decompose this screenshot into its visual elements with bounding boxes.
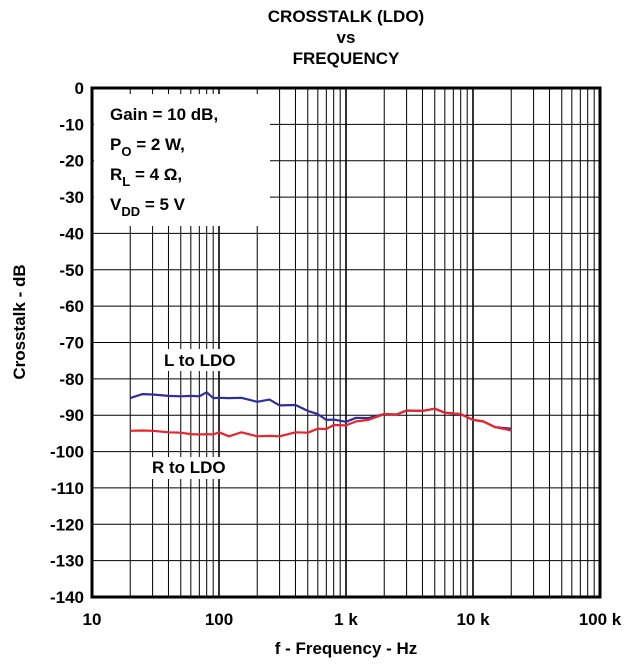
conditions-annotation: Gain = 10 dB, PO = 2 W, RL = 4 Ω, VDD = 5 V: [110, 105, 218, 219]
y-axis-label: Crosstalk - dB: [10, 264, 29, 379]
series-label-r-to-ldo: R to LDO: [152, 458, 226, 477]
y-tick-label: -80: [59, 370, 84, 389]
chart-title-line-3: FREQUENCY: [293, 49, 400, 68]
series-line-l-to-ldo: [129, 391, 512, 430]
y-tick-labels: 0 -10 -20 -30 -40 -50 -60 -70 -80 -90 -100 -110 -120…: [50, 79, 84, 607]
condition-line: RL = 4 Ω,: [110, 165, 182, 189]
y-tick-label: -30: [59, 188, 84, 207]
series-lines: [129, 391, 512, 438]
x-tick-label: 100 k: [579, 610, 622, 629]
series-label-l-to-ldo: L to LDO: [164, 351, 235, 370]
x-tick-label: 100: [205, 610, 233, 629]
y-tick-label: -110: [51, 479, 84, 498]
series-label-l-bg: [162, 349, 246, 371]
x-tick-label: 10: [83, 610, 102, 629]
y-tick-label: -70: [59, 334, 84, 353]
grid: [92, 87, 600, 598]
y-tick-label: -120: [50, 515, 84, 534]
series-label-r-bg: [150, 457, 242, 479]
y-tick-label: -20: [59, 152, 84, 171]
chart-title-line-1: CROSSTALK (LDO): [268, 7, 424, 26]
x-axis-label: f - Frequency - Hz: [275, 639, 418, 658]
y-tick-label: -90: [59, 406, 84, 425]
x-tick-label: 10 k: [456, 610, 490, 629]
y-tick-label: 0: [75, 79, 84, 98]
condition-line: Gain = 10 dB,: [110, 105, 218, 124]
series-line-r-to-ldo: [130, 407, 512, 438]
conditions-box: [94, 94, 270, 226]
plot-frame: [90, 86, 602, 599]
chart-title-line-2: vs: [337, 28, 356, 47]
y-tick-label: -130: [50, 552, 84, 571]
chart-title: CROSSTALK (LDO) vs FREQUENCY: [268, 7, 424, 68]
y-tick-label: -140: [50, 588, 84, 607]
x-tick-label: 1 k: [334, 610, 358, 629]
y-tick-label: -10: [59, 115, 84, 134]
y-tick-label: -100: [50, 443, 84, 462]
y-tick-label: -60: [59, 297, 84, 316]
condition-line: PO = 2 W,: [110, 135, 185, 159]
y-tick-label: -50: [59, 261, 84, 280]
x-tick-labels: 10 100 1 k 10 k 100 k: [83, 610, 622, 629]
condition-line: VDD = 5 V: [110, 195, 186, 219]
y-tick-label: -40: [59, 224, 84, 243]
